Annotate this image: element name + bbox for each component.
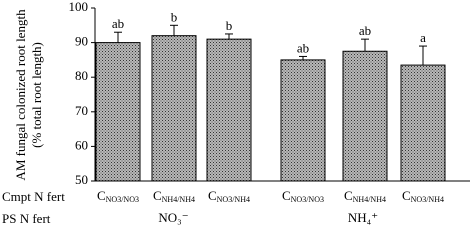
y-axis-label: AM fungal colonized root length xyxy=(13,9,28,181)
category-main: C xyxy=(153,188,162,203)
bar xyxy=(342,50,388,182)
y-tick-label: 90 xyxy=(75,34,88,49)
bar xyxy=(206,38,252,182)
error-bar xyxy=(170,24,178,36)
category-main: C xyxy=(282,188,291,203)
y-tick-label: 80 xyxy=(75,68,88,83)
significance-letter: ab xyxy=(359,23,371,38)
y-axis-label: (% total root length) xyxy=(29,42,44,148)
bar xyxy=(151,35,197,182)
significance-letter: a xyxy=(420,30,426,45)
category-sub: NH4/NH4 xyxy=(162,195,195,204)
category-sub: NO3/NH4 xyxy=(411,195,444,204)
error-bar xyxy=(419,45,427,66)
x-tick-label: CNO3/NO3 xyxy=(282,188,324,204)
significance-letter: ab xyxy=(112,16,124,31)
category-sub: NO3/NO3 xyxy=(291,195,324,204)
group-label: NO₃⁻ xyxy=(158,210,188,225)
y-tick-label: 60 xyxy=(75,137,88,152)
chart: AM fungal colonized root length (% total… xyxy=(2,0,470,226)
significance-letter: b xyxy=(171,9,178,24)
x-tick-label: CNH4/NH4 xyxy=(344,188,386,204)
y-tick-label: 50 xyxy=(75,172,88,187)
x-tick-label: CNO3/NH4 xyxy=(402,188,444,204)
x-tick-label: CNH4/NH4 xyxy=(153,188,195,204)
error-bar xyxy=(114,31,122,43)
category-sub: NH4/NH4 xyxy=(353,195,386,204)
category-main: C xyxy=(97,188,106,203)
row-label: Cmpt N fert xyxy=(2,189,65,204)
error-bar xyxy=(361,38,369,52)
row-label: PS N fert xyxy=(2,211,51,226)
significance-letter: b xyxy=(226,18,233,33)
bar xyxy=(400,64,446,182)
error-bar xyxy=(299,55,307,60)
bar xyxy=(95,42,141,182)
bar xyxy=(280,59,326,182)
group-label: NH₄⁺ xyxy=(348,210,378,225)
y-tick-label: 70 xyxy=(75,103,88,118)
x-tick-label: CNO3/NH4 xyxy=(208,188,250,204)
category-main: C xyxy=(208,188,217,203)
category-main: C xyxy=(402,188,411,203)
category-sub: NO3/NH4 xyxy=(217,195,250,204)
x-tick-label: CNO3/NO3 xyxy=(97,188,139,204)
category-main: C xyxy=(344,188,353,203)
error-bar xyxy=(225,33,233,40)
significance-letter: ab xyxy=(297,40,309,55)
category-sub: NO3/NO3 xyxy=(106,195,139,204)
y-tick-label: 100 xyxy=(69,0,89,14)
